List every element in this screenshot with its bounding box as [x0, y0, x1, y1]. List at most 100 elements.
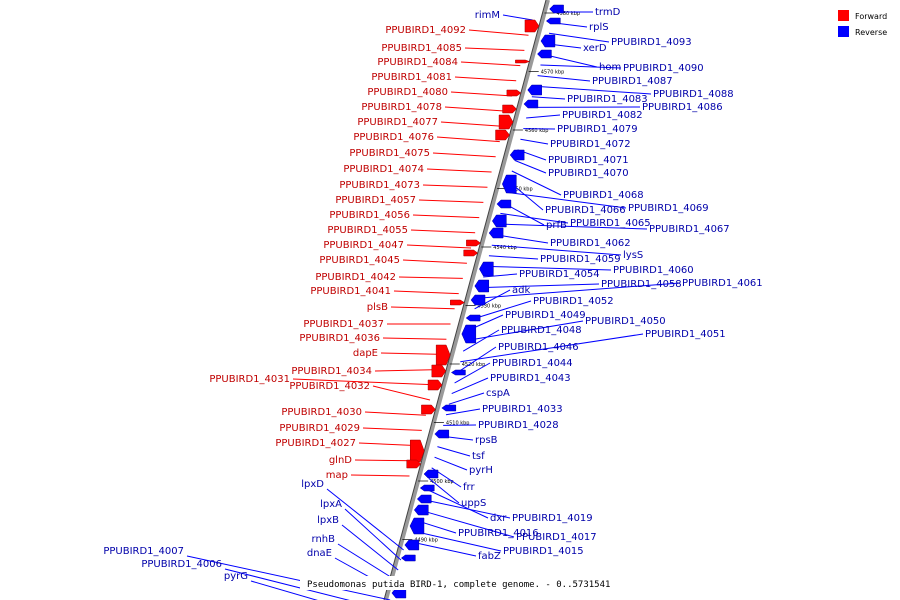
reverse-gene-label[interactable]: lysS [623, 250, 643, 261]
reverse-gene-label[interactable]: PPUBIRD1_4016 [458, 528, 539, 539]
reverse-gene[interactable] [492, 214, 507, 228]
reverse-gene-label[interactable]: rpsB [475, 435, 498, 446]
forward-gene-label[interactable]: PPUBIRD1_4037 [303, 319, 384, 330]
forward-gene-label[interactable]: PPUBIRD1_4077 [357, 117, 438, 128]
reverse-gene-label[interactable]: PPUBIRD1_4033 [482, 404, 563, 415]
forward-gene[interactable] [409, 439, 425, 463]
forward-gene-label[interactable]: map [326, 470, 348, 481]
reverse-gene-label[interactable]: PPUBIRD1_4015 [503, 546, 584, 557]
reverse-gene-label[interactable]: PPUBIRD1_4059 [540, 254, 621, 265]
forward-gene-label[interactable]: PPUBIRD1_4076 [353, 132, 434, 143]
forward-gene[interactable] [427, 379, 443, 391]
reverse-gene-label[interactable]: PPUBIRD1_4088 [653, 89, 734, 100]
reverse-gene-label[interactable]: PPUBIRD1_4050 [585, 316, 666, 327]
reverse-gene[interactable] [461, 324, 477, 344]
reverse-gene[interactable] [419, 484, 435, 492]
forward-gene-label[interactable]: PPUBIRD1_4030 [281, 407, 362, 418]
reverse-gene[interactable] [470, 294, 486, 306]
forward-gene[interactable] [431, 364, 447, 378]
forward-gene[interactable] [502, 104, 517, 114]
forward-gene[interactable] [506, 89, 522, 97]
reverse-gene-label[interactable]: lpxB [317, 515, 339, 526]
reverse-gene-label[interactable]: dnaE [307, 548, 332, 559]
reverse-gene-label[interactable]: PPUBIRD1_4062 [550, 238, 631, 249]
reverse-gene[interactable] [409, 517, 425, 535]
reverse-gene-label[interactable]: uppS [461, 498, 486, 509]
reverse-gene-label[interactable]: tsf [472, 451, 485, 462]
reverse-gene-label[interactable]: PPUBIRD1_4082 [562, 110, 643, 121]
reverse-gene-label[interactable]: PPUBIRD1_4079 [557, 124, 638, 135]
forward-gene-label[interactable]: PPUBIRD1_4031 [209, 374, 290, 385]
forward-gene-label[interactable]: PPUBIRD1_4034 [291, 366, 372, 377]
forward-gene-label[interactable]: PPUBIRD1_4074 [343, 164, 424, 175]
reverse-gene[interactable] [488, 227, 504, 239]
reverse-gene[interactable] [404, 539, 420, 551]
forward-gene[interactable] [406, 459, 422, 469]
reverse-gene-label[interactable]: PPUBIRD1_4043 [490, 373, 571, 384]
reverse-gene-label[interactable]: rplS [589, 22, 609, 33]
forward-gene-label[interactable]: PPUBIRD1_4055 [327, 225, 408, 236]
reverse-gene-label[interactable]: PPUBIRD1_4093 [611, 37, 692, 48]
reverse-gene-label[interactable]: rnhB [312, 534, 336, 545]
forward-gene-label[interactable]: PPUBIRD1_4085 [381, 43, 462, 54]
reverse-gene-label[interactable]: lpxD [301, 479, 324, 490]
reverse-gene-label[interactable]: PPUBIRD1_4083 [567, 94, 648, 105]
reverse-gene[interactable] [479, 261, 494, 277]
forward-gene-label[interactable]: PPUBIRD1_4029 [279, 423, 360, 434]
forward-gene-label[interactable]: PPUBIRD1_4092 [385, 25, 466, 36]
reverse-gene-label[interactable]: PPUBIRD1_4028 [478, 420, 559, 431]
reverse-gene-label[interactable]: xerD [583, 43, 607, 54]
reverse-gene-label[interactable]: PPUBIRD1_4019 [512, 513, 593, 524]
forward-gene-label[interactable]: PPUBIRD1_4057 [335, 195, 416, 206]
forward-gene[interactable] [466, 239, 481, 247]
forward-gene-label[interactable]: PPUBIRD1_4056 [329, 210, 410, 221]
reverse-gene-label[interactable]: PPUBIRD1_4006 [141, 559, 222, 570]
reverse-gene[interactable] [545, 17, 561, 25]
reverse-gene-label[interactable]: PPUBIRD1_4060 [613, 265, 694, 276]
reverse-gene[interactable] [465, 314, 481, 322]
reverse-gene-label[interactable]: PPUBIRD1_4070 [548, 168, 629, 179]
reverse-gene-label[interactable]: PPUBIRD1_4051 [645, 329, 726, 340]
reverse-gene[interactable] [441, 404, 457, 412]
reverse-gene[interactable] [434, 429, 450, 439]
forward-gene[interactable] [435, 344, 451, 366]
reverse-gene-label[interactable]: PPUBIRD1_4086 [642, 102, 723, 113]
reverse-gene-label[interactable]: adk [512, 285, 530, 296]
reverse-gene-label[interactable]: frr [463, 482, 475, 493]
reverse-gene-label[interactable]: PPUBIRD1_4067 [649, 224, 730, 235]
reverse-gene-label[interactable]: PPUBIRD1_4090 [623, 63, 704, 74]
forward-gene-label[interactable]: PPUBIRD1_4081 [371, 72, 452, 83]
reverse-gene-label[interactable]: dxr [490, 513, 507, 524]
forward-gene[interactable] [495, 129, 510, 141]
reverse-gene-label[interactable]: PPUBIRD1_4087 [592, 76, 673, 87]
reverse-gene[interactable] [523, 99, 539, 109]
forward-gene-label[interactable]: plsB [367, 302, 388, 313]
reverse-gene-label[interactable]: PPUBIRD1_4066 [545, 205, 626, 216]
reverse-gene-label[interactable]: cspA [486, 388, 510, 399]
reverse-gene-label[interactable]: PPUBIRD1_4049 [505, 310, 586, 321]
forward-gene-label[interactable]: PPUBIRD1_4047 [323, 240, 404, 251]
forward-gene[interactable] [450, 299, 465, 306]
forward-gene-label[interactable]: PPUBIRD1_4080 [367, 87, 448, 98]
reverse-gene-label[interactable]: PPUBIRD1_4044 [492, 358, 573, 369]
forward-gene-label[interactable]: glnD [329, 455, 352, 466]
reverse-gene-label[interactable]: PPUBIRD1_4007 [103, 546, 184, 557]
reverse-gene-label[interactable]: pyrH [469, 465, 493, 476]
reverse-gene[interactable] [450, 369, 466, 376]
reverse-gene-label[interactable]: hom [599, 62, 621, 73]
reverse-gene[interactable] [423, 469, 439, 479]
forward-gene-label[interactable]: PPUBIRD1_4027 [275, 438, 356, 449]
reverse-gene-label[interactable]: PPUBIRD1_4054 [519, 269, 600, 280]
reverse-gene[interactable] [540, 34, 556, 48]
reverse-gene-label[interactable]: PPUBIRD1_4052 [533, 296, 614, 307]
forward-gene[interactable] [421, 404, 436, 415]
reverse-gene[interactable] [413, 504, 429, 516]
reverse-gene[interactable] [502, 174, 517, 194]
forward-gene-label[interactable]: PPUBIRD1_4041 [310, 286, 391, 297]
forward-gene-label[interactable]: PPUBIRD1_4084 [377, 57, 458, 68]
forward-gene-label[interactable]: rimM [475, 10, 500, 21]
forward-gene-label[interactable]: PPUBIRD1_4075 [349, 148, 430, 159]
forward-gene-label[interactable]: PPUBIRD1_4078 [361, 102, 442, 113]
forward-gene-label[interactable]: PPUBIRD1_4032 [289, 381, 370, 392]
reverse-gene-label[interactable]: prfB [546, 220, 567, 231]
